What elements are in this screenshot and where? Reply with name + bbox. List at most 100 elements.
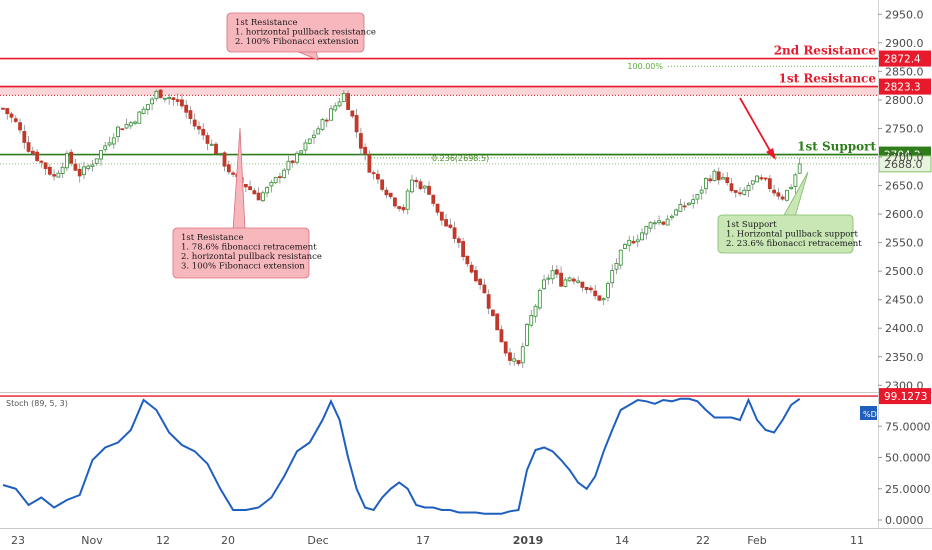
candle-body bbox=[116, 126, 120, 138]
candle-body bbox=[661, 221, 666, 225]
candle-body bbox=[435, 203, 440, 213]
candle-body bbox=[584, 286, 589, 291]
candle-body bbox=[657, 220, 661, 224]
candle-body bbox=[448, 224, 453, 228]
candle-body bbox=[759, 177, 764, 180]
candle-body bbox=[39, 160, 44, 163]
candle-body bbox=[554, 269, 559, 275]
candle-body bbox=[674, 209, 679, 216]
candle-body bbox=[52, 174, 57, 177]
annotation-line: 1. Horizontal pullback support bbox=[726, 230, 858, 240]
candle-body bbox=[18, 122, 22, 131]
candle-body bbox=[678, 204, 683, 212]
candle-body bbox=[278, 176, 282, 179]
candle-body bbox=[107, 142, 112, 146]
candle-body bbox=[248, 186, 252, 191]
candle-body bbox=[559, 272, 563, 287]
candle-body bbox=[469, 264, 474, 273]
candle-body bbox=[597, 295, 602, 301]
candle-body bbox=[341, 93, 346, 102]
candle-body bbox=[512, 358, 517, 362]
time-tick-label: 23 bbox=[11, 534, 25, 547]
candle-body bbox=[252, 190, 257, 195]
time-tick-label: Dec bbox=[307, 534, 328, 547]
candle-body bbox=[35, 151, 39, 161]
candle-body bbox=[192, 119, 197, 127]
candle-body bbox=[529, 315, 534, 326]
price-tick-label: 2750.0 bbox=[885, 122, 924, 135]
candle-body bbox=[784, 189, 789, 201]
level-price-tag bbox=[879, 50, 931, 67]
candle-body bbox=[358, 133, 363, 149]
candle-body bbox=[606, 283, 610, 298]
price-tick-label: 2800.0 bbox=[885, 94, 924, 107]
candle-body bbox=[158, 89, 163, 99]
candle-body bbox=[627, 239, 632, 246]
level-label: 1st Support bbox=[797, 140, 876, 154]
candle-body bbox=[99, 150, 103, 160]
candle-body bbox=[776, 192, 781, 197]
price-tick-label: 2650.0 bbox=[885, 180, 924, 193]
candle-body bbox=[128, 122, 133, 127]
candle-body bbox=[567, 277, 572, 282]
candle-body bbox=[695, 194, 700, 200]
candle-body bbox=[65, 152, 69, 169]
price-tick-label: 2550.0 bbox=[885, 237, 924, 250]
candle-body bbox=[542, 279, 546, 290]
arrow-head bbox=[766, 148, 776, 160]
candle-body bbox=[533, 305, 538, 317]
stoch-d-line bbox=[2, 397, 801, 515]
candle-body bbox=[772, 189, 777, 194]
candle-body bbox=[290, 160, 295, 163]
candle-body bbox=[716, 171, 721, 181]
candle-body bbox=[354, 115, 359, 133]
candle-body bbox=[580, 281, 585, 288]
candle-body bbox=[218, 152, 223, 155]
candle-body bbox=[60, 166, 65, 174]
stoch-level-tag-text: 99.1273 bbox=[884, 391, 927, 403]
candle-body bbox=[201, 128, 206, 136]
time-tick-label: 11 bbox=[850, 534, 864, 547]
candle-body bbox=[222, 152, 227, 167]
last-price-tag-text: 2688.0 bbox=[884, 158, 923, 171]
candle-body bbox=[124, 123, 129, 129]
time-tick-label: 17 bbox=[416, 534, 430, 547]
stoch-legend-badge bbox=[860, 406, 877, 420]
candle-body bbox=[405, 190, 410, 210]
candle-body bbox=[30, 150, 35, 155]
candle-body bbox=[307, 138, 312, 144]
time-tick-label: 20 bbox=[221, 534, 235, 547]
annotation-line: 1st Resistance bbox=[235, 18, 298, 28]
time-tick-label: Nov bbox=[81, 534, 103, 547]
arrow-line bbox=[739, 97, 774, 157]
candle-body bbox=[209, 143, 214, 146]
candle-body bbox=[86, 165, 91, 169]
stoch-title: Stoch (89, 5, 3) bbox=[6, 399, 68, 408]
candle-body bbox=[571, 278, 576, 282]
candle-body bbox=[767, 178, 772, 190]
candle-body bbox=[180, 99, 184, 107]
candle-body bbox=[473, 270, 478, 282]
candle-body bbox=[226, 164, 231, 173]
candle-body bbox=[729, 183, 734, 192]
candle-body bbox=[111, 137, 116, 145]
candle-body bbox=[491, 309, 495, 316]
candle-body bbox=[393, 197, 397, 207]
price-tick-label: 2900.0 bbox=[885, 37, 924, 50]
candle-body bbox=[333, 105, 338, 111]
candle-body bbox=[503, 341, 508, 354]
candle-body bbox=[82, 166, 86, 176]
candle-body bbox=[537, 289, 542, 309]
stoch-tick-label: 25.0000 bbox=[885, 483, 931, 496]
candle-body bbox=[137, 111, 142, 124]
annotation-box bbox=[717, 214, 854, 254]
annotation-line: 2. 100% Fibonacci extension bbox=[235, 37, 359, 47]
candle-body bbox=[265, 187, 270, 194]
candle-body bbox=[618, 249, 623, 266]
candle-body bbox=[631, 240, 636, 244]
candle-body bbox=[520, 346, 525, 364]
candle-body bbox=[388, 192, 393, 198]
candle-body bbox=[77, 168, 82, 177]
candle-body bbox=[346, 93, 350, 110]
